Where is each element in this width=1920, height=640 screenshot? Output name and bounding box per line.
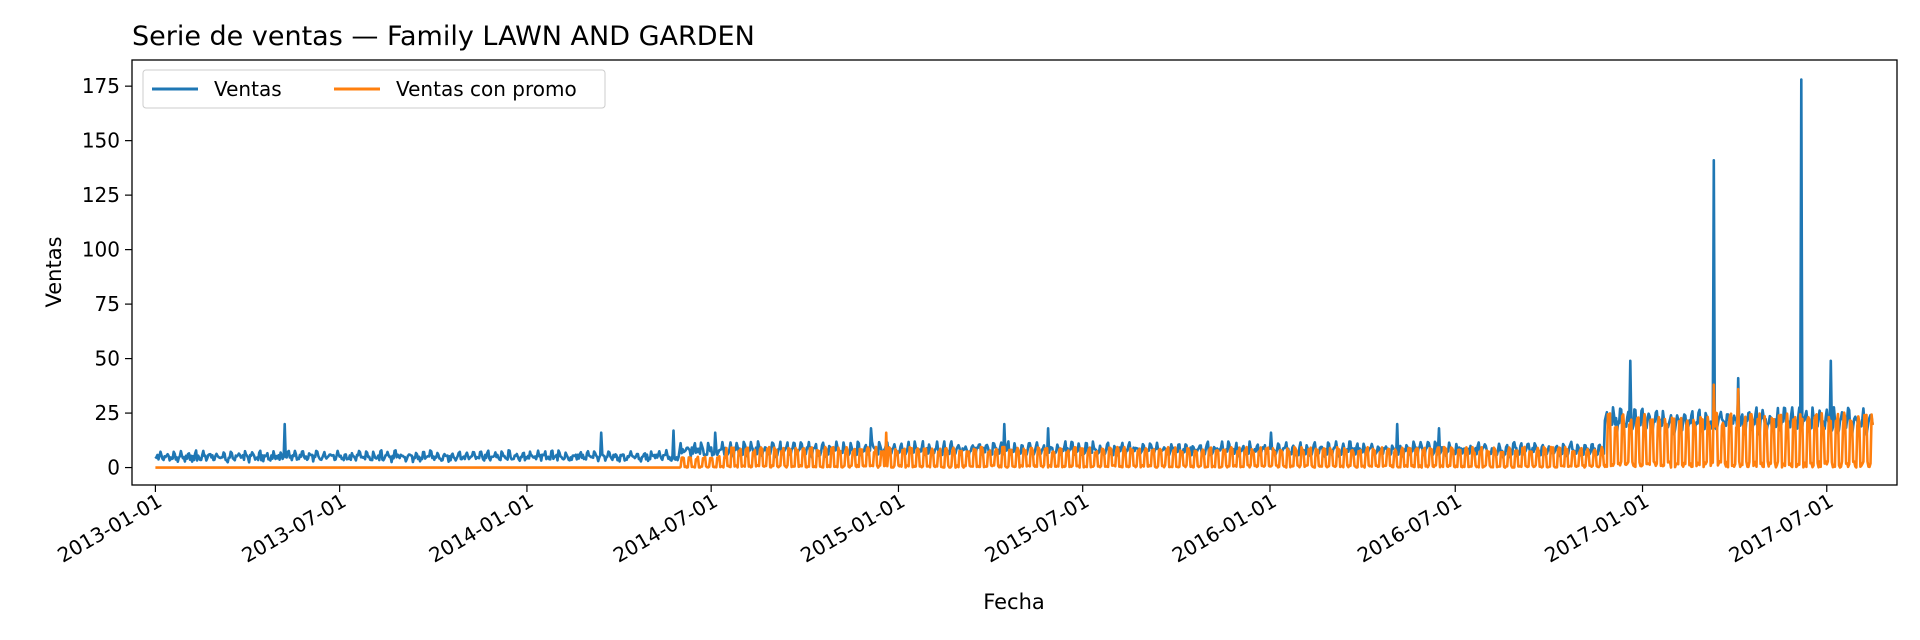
y-tick-label: 25 (95, 401, 120, 425)
y-axis-ticks: 0 25 50 75 100 125 150 175 (82, 74, 132, 480)
legend-label-ventas: Ventas (214, 77, 282, 101)
y-tick-label: 125 (82, 183, 120, 207)
x-tick-label: 2016-01-01 (1168, 489, 1281, 568)
series-line-ventas (154, 78, 1874, 464)
legend: Ventas Ventas con promo (142, 69, 606, 109)
plot-frame (131, 59, 1898, 486)
y-tick-label: 75 (95, 292, 120, 316)
x-tick-label: 2013-07-01 (237, 489, 350, 568)
y-axis-title: Ventas (42, 236, 66, 307)
x-tick-label: 2016-07-01 (1353, 489, 1466, 568)
plot-lines (154, 78, 1874, 469)
x-axis-title: Fecha (983, 590, 1045, 614)
y-tick-label: 175 (82, 74, 120, 98)
x-axis-ticks: 2013-01-01 2013-07-01 2014-01-01 2014-07-01… (53, 485, 1837, 567)
x-tick-label: 2017-07-01 (1725, 489, 1838, 568)
y-tick-label: 100 (82, 238, 120, 262)
x-tick-label: 2015-01-01 (796, 489, 909, 568)
x-tick-label: 2014-01-01 (425, 489, 538, 568)
y-tick-label: 50 (95, 347, 120, 371)
x-tick-label: 2015-07-01 (981, 489, 1094, 568)
series-line-ventas-con-promo (155, 383, 1874, 469)
y-tick-label: 150 (82, 129, 120, 153)
y-tick-label: 0 (107, 456, 120, 480)
x-tick-label: 2014-07-01 (609, 489, 722, 568)
x-tick-label: 2013-01-01 (53, 489, 166, 568)
x-tick-label: 2017-01-01 (1540, 489, 1653, 568)
legend-label-ventas-con-promo: Ventas con promo (396, 77, 577, 101)
chart-title: Serie de ventas — Family LAWN AND GARDEN (132, 21, 755, 52)
